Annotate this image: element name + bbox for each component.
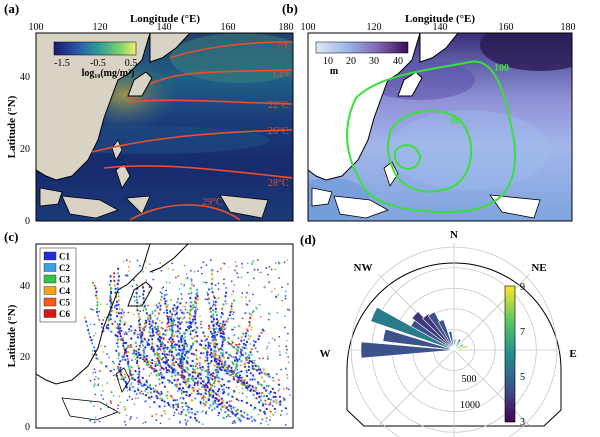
rose-bar-2 [370, 306, 455, 351]
contour-label-90: 90 [450, 116, 460, 127]
a-xtick-4: 180 [279, 22, 294, 33]
rose-bar-1 [382, 328, 455, 351]
b-xtick-0: 100 [301, 22, 316, 33]
b-cbar-tick-3: 40 [393, 56, 403, 67]
d-cbar-tick-5: 5 [520, 372, 525, 383]
a-cbar-label: log₁₀(mg/m³) [82, 68, 135, 79]
a-xtick-2: 140 [157, 22, 172, 33]
legend-label-c1: C1 [59, 252, 70, 262]
a-xlabel: Longitude (°E) [130, 13, 200, 25]
dir-NE: NE [531, 262, 546, 274]
b-xlabel: Longitude (°E) [405, 13, 475, 25]
a-cbar-tick-1: -0.5 [90, 58, 106, 69]
b-xtick-4: 180 [561, 22, 576, 33]
rose-bar-12 [453, 344, 469, 351]
c-ytick-2: 40 [20, 281, 30, 292]
b-xtick-1: 120 [367, 22, 382, 33]
legend-swatch-c3 [43, 274, 57, 284]
rose-bar-6 [427, 311, 455, 351]
contour-label-100: 100 [494, 63, 509, 74]
isotherm-label-28: 28°C [268, 178, 289, 189]
a-xtick-1: 120 [93, 22, 108, 33]
b-cbar-label: m [330, 66, 339, 77]
b-cbar-tick-2: 30 [369, 56, 379, 67]
legend-label-c6: C6 [59, 309, 70, 319]
b-xtick-3: 160 [499, 22, 514, 33]
b-cbar-tick-0: 10 [323, 56, 333, 67]
dir-N: N [450, 229, 458, 241]
panel-d-label: (d) [300, 232, 316, 247]
a-cbar-tick-2: 0.5 [125, 58, 138, 69]
radial-tick-1000: 1000 [460, 400, 480, 411]
a-cbar-tick-0: -1.5 [54, 58, 70, 69]
panel-a: -1.5 -0.5 0.5 log₁₀(mg/m³) 7°C 13°C 22°C… [4, 1, 294, 227]
a-xtick-0: 100 [29, 22, 44, 33]
a-ytick-2: 40 [20, 72, 30, 83]
legend-label-c5: C5 [59, 298, 70, 308]
typhoon-tracks [83, 259, 291, 426]
isotherm-label-7: 7°C [276, 41, 292, 52]
a-ytick-1: 20 [20, 144, 30, 155]
legend-label-c3: C3 [59, 275, 70, 285]
a-ylabel: Latitude (°N) [6, 95, 18, 158]
dir-E: E [569, 348, 576, 360]
c-ytick-0: 0 [25, 422, 30, 433]
isotherm-label-13: 13°C [272, 69, 293, 80]
panel-c-label: (c) [4, 229, 18, 244]
dir-NW: NW [354, 262, 373, 274]
legend-swatch-c5 [43, 297, 57, 307]
c-ytick-1: 20 [20, 352, 30, 363]
legend-swatch-c1 [43, 251, 57, 261]
rose-bar-8 [448, 330, 455, 351]
legend-swatch-c2 [43, 263, 57, 272]
a-ytick-0: 0 [25, 216, 30, 227]
isotherm-label-26: 26°C [268, 126, 289, 137]
b-cbar-tick-1: 20 [346, 56, 356, 67]
legend-label-c4: C4 [59, 286, 70, 296]
rose-bar-9 [453, 338, 457, 351]
panel-b: 100 90 10 20 30 40 m (b) Longitude (°E) … [282, 1, 576, 222]
d-cbar-tick-7: 7 [520, 327, 525, 338]
d-cbar-tick-3: 3 [520, 417, 525, 428]
radial-tick-500: 500 [462, 374, 477, 385]
a-xtick-3: 160 [221, 22, 236, 33]
rose-bar-7 [437, 319, 455, 351]
rose-bar-4 [411, 311, 455, 351]
rose-bars [360, 306, 469, 359]
b-xtick-2: 140 [433, 22, 448, 33]
d-cbar-tick-9: 9 [520, 282, 525, 293]
rose-bar-13 [453, 348, 464, 352]
dir-W: W [320, 348, 331, 360]
isotherm-label-29: 29°C [202, 197, 223, 208]
rose-bar-0 [360, 341, 455, 359]
panel-a-label: (a) [4, 1, 19, 16]
c-ylabel: Latitude (°N) [6, 304, 18, 367]
panel-b-label: (b) [282, 1, 298, 16]
panel-d: (d) N NE E W NW 500 1000 9 7 5 3 [300, 229, 577, 437]
isotherm-label-22: 22°C [268, 100, 289, 111]
legend-swatch-c6 [43, 309, 57, 318]
rose-bar-10 [453, 338, 462, 351]
legend-label-c2: C2 [59, 263, 70, 273]
rose-bar-11 [453, 343, 465, 351]
rose-bar-5 [422, 313, 455, 351]
legend-swatch-c4 [43, 286, 57, 295]
